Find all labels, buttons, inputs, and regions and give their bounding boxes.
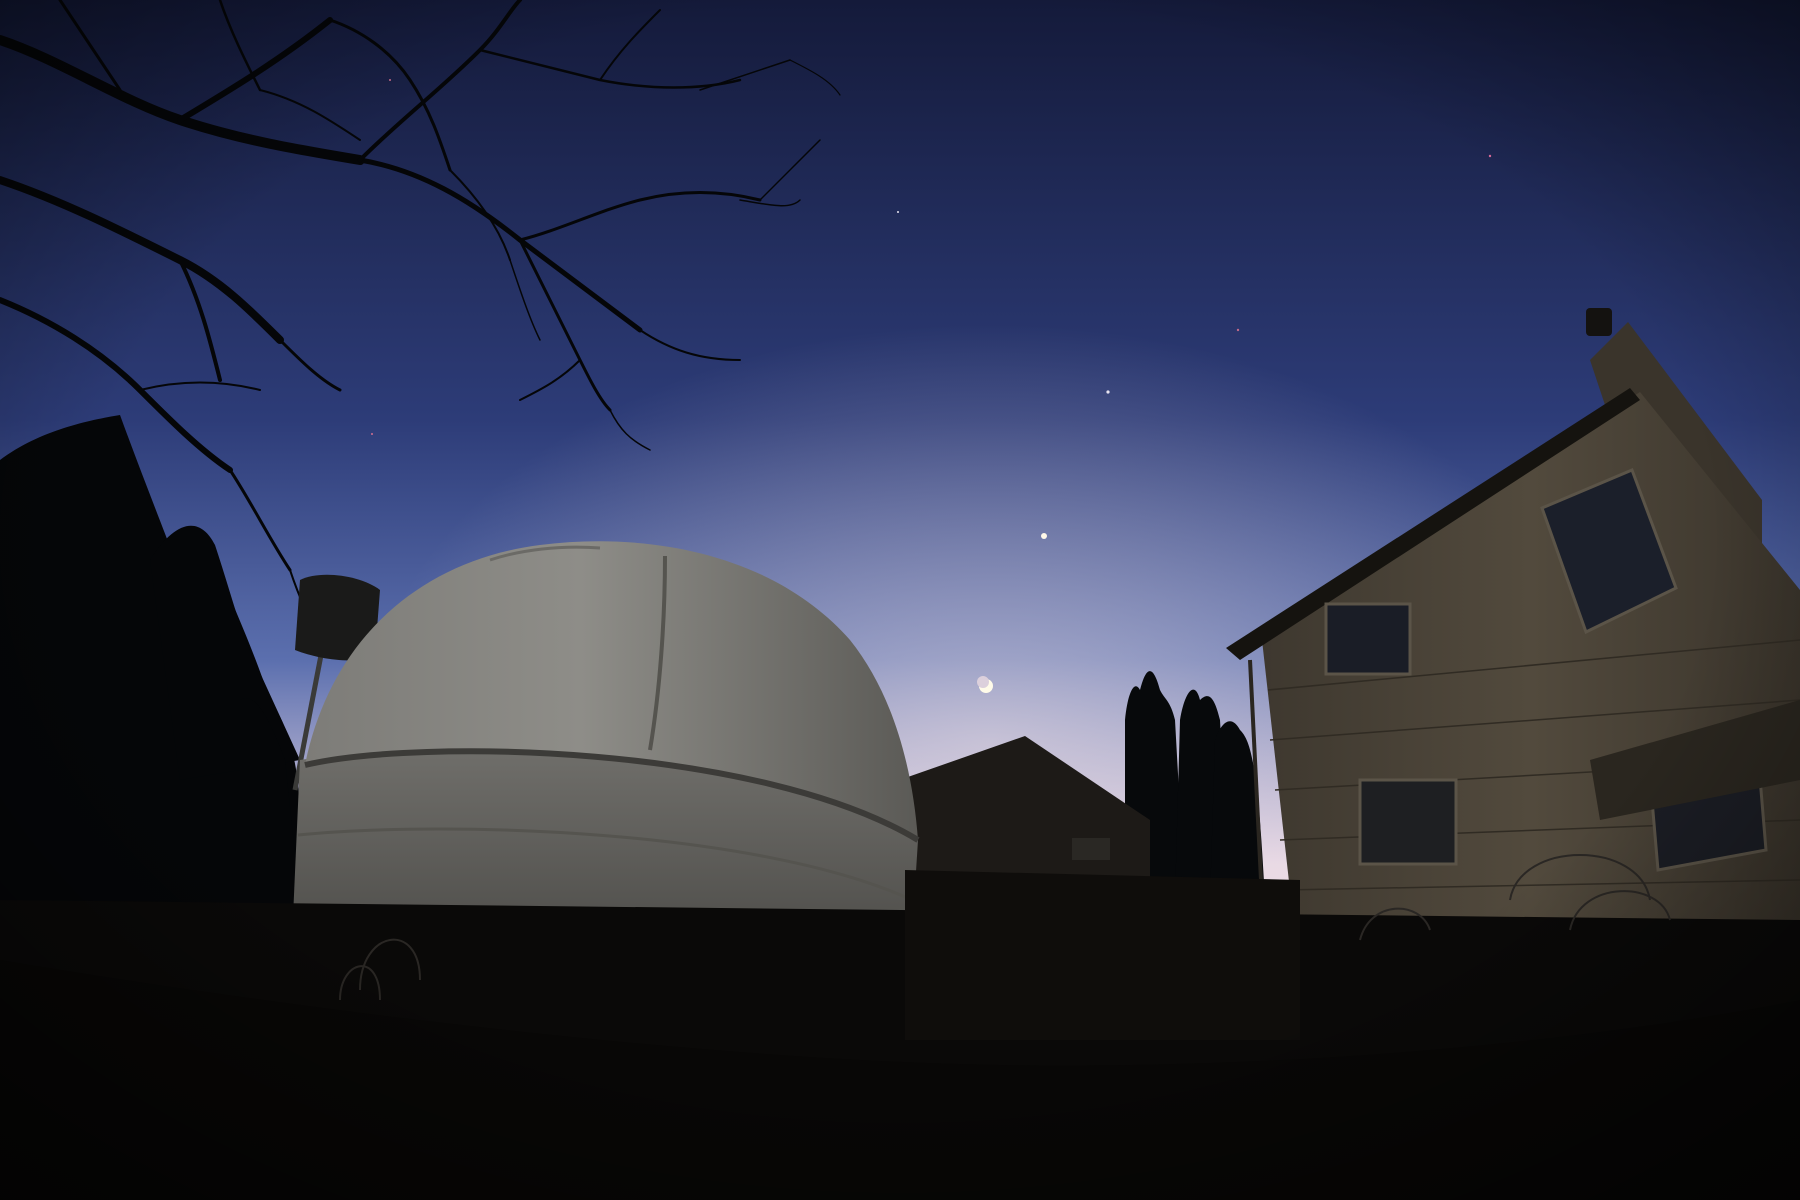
- scene-canvas: [0, 0, 1800, 1200]
- photo-scene: [0, 0, 1800, 1200]
- lens-vignette: [0, 0, 1800, 1200]
